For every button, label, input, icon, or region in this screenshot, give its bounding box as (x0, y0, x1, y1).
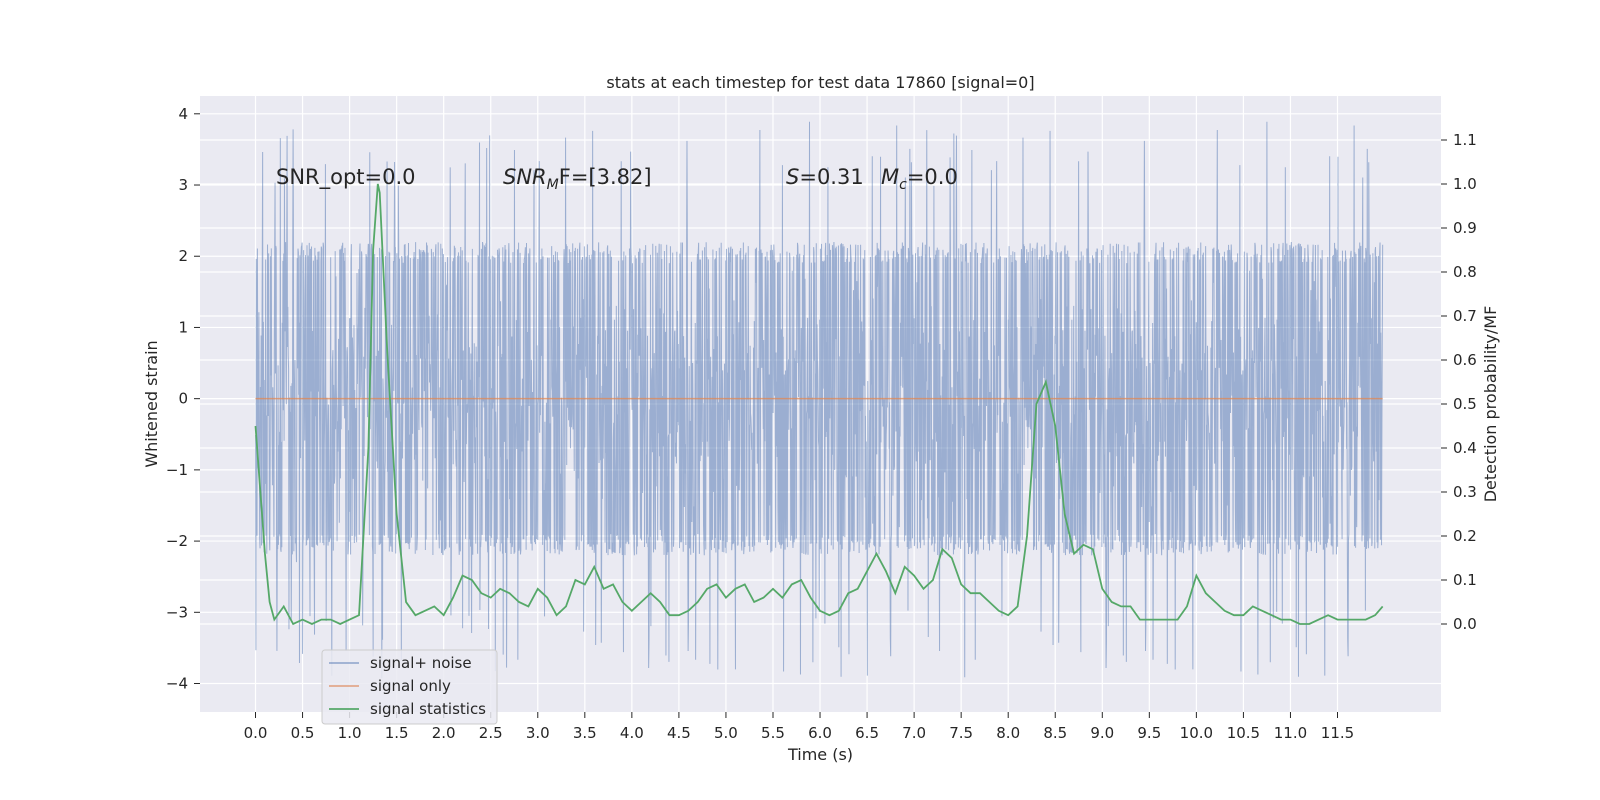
x-tick-label: 8.5 (1043, 724, 1067, 742)
annotations: SNR_opt=0.0 SNRMF=[3.82] S=0.31 Mc=0.0 (276, 165, 958, 193)
chart-title: stats at each timestep for test data 178… (606, 73, 1034, 92)
y-left-tick-label: −4 (166, 675, 188, 693)
s-symbol: S (786, 165, 799, 189)
axis-ticks: 0.0 0.5 1.0 1.5 2.0 2.5 3.0 3.5 4.0 4.5 5.0 5.5 6.0 6… (166, 105, 1477, 742)
y-right-tick-label: 0.1 (1453, 571, 1477, 589)
y-left-tick-label: 1 (178, 318, 188, 336)
annotation-snr-mf: SNRMF=[3.82] (503, 165, 652, 193)
y-left-tick-label: 2 (178, 247, 188, 265)
mc-symbol: M (881, 165, 899, 189)
snr-mf-sub: M (547, 177, 559, 193)
x-tick-label: 10.0 (1180, 724, 1213, 742)
x-tick-label: 7.5 (949, 724, 973, 742)
s-value: =0.31 (799, 165, 863, 189)
y-right-tick-label: 1.0 (1453, 175, 1477, 193)
snr-mf-base: SNR (503, 165, 547, 189)
x-tick-label: 0.0 (244, 724, 268, 742)
y-left-tick-label: −2 (166, 532, 188, 550)
y-right-tick-label: 1.1 (1453, 131, 1477, 149)
annotation-s: S=0.31 (786, 165, 864, 189)
x-tick-label: 9.5 (1137, 724, 1161, 742)
y-right-tick-label: 0.4 (1453, 439, 1477, 457)
x-tick-label: 2.0 (432, 724, 456, 742)
x-tick-label: 5.0 (714, 724, 738, 742)
x-tick-label: 6.0 (808, 724, 832, 742)
x-tick-label: 10.5 (1227, 724, 1260, 742)
y-right-tick-label: 0.7 (1453, 307, 1477, 325)
x-tick-label: 7.0 (902, 724, 926, 742)
y-right-tick-label: 0.0 (1453, 615, 1477, 633)
x-tick-label: 0.5 (291, 724, 315, 742)
y-left-tick-label: 3 (178, 176, 188, 194)
y-right-tick-label: 0.8 (1453, 263, 1477, 281)
y-right-tick-label: 0.6 (1453, 351, 1477, 369)
x-tick-label: 4.5 (667, 724, 691, 742)
y-left-tick-label: 4 (178, 105, 188, 123)
y-right-tick-label: 0.9 (1453, 219, 1477, 237)
x-tick-label: 9.0 (1090, 724, 1114, 742)
mc-value: =0.0 (907, 165, 958, 189)
legend-label-signal-statistics: signal statistics (370, 700, 486, 718)
y-right-tick-label: 0.2 (1453, 527, 1477, 545)
y-axis-label-right: Detection probability/MF (1481, 306, 1500, 503)
legend: signal+ noise signal only signal statist… (321, 649, 498, 725)
y-left-tick-label: −3 (166, 603, 188, 621)
legend-label-signal-noise: signal+ noise (370, 654, 472, 672)
x-tick-label: 6.5 (855, 724, 879, 742)
x-tick-label: 11.5 (1321, 724, 1354, 742)
x-tick-label: 11.0 (1274, 724, 1307, 742)
x-tick-label: 1.5 (385, 724, 409, 742)
signal-plus-noise-series (255, 121, 1384, 679)
legend-box (321, 649, 498, 725)
x-tick-label: 5.5 (761, 724, 785, 742)
x-tick-label: 1.0 (338, 724, 362, 742)
mc-sub: c (899, 177, 907, 193)
x-tick-label: 8.0 (996, 724, 1020, 742)
x-axis-label: Time (s) (787, 745, 853, 764)
signal-statistics-series (254, 183, 1384, 626)
snr-mf-tail: F=[3.82] (559, 165, 652, 189)
y-left-tick-label: 0 (178, 390, 188, 408)
x-tick-label: 3.0 (526, 724, 550, 742)
x-tick-label: 4.0 (620, 724, 644, 742)
legend-label-signal-only: signal only (370, 677, 451, 695)
x-tick-label: 3.5 (573, 724, 597, 742)
y-left-tick-label: −1 (166, 461, 188, 479)
y-axis-label-left: Whitened strain (142, 340, 161, 467)
annotation-mc: Mc=0.0 (881, 165, 958, 193)
annotation-snr-opt: SNR_opt=0.0 (276, 165, 416, 190)
signal-plus-noise-line (255, 121, 1384, 679)
y-right-tick-label: 0.5 (1453, 395, 1477, 413)
x-tick-label: 2.5 (479, 724, 503, 742)
y-right-tick-label: 0.3 (1453, 483, 1477, 501)
